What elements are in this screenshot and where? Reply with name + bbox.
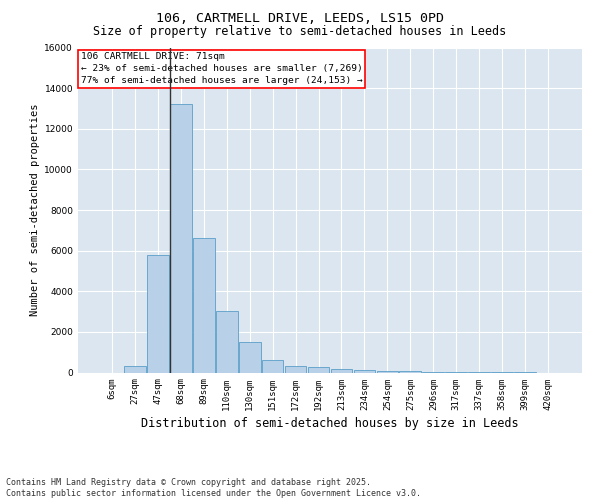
Bar [147, 254, 169, 372]
Bar [239, 342, 260, 372]
Text: Size of property relative to semi-detached houses in Leeds: Size of property relative to semi-detach… [94, 25, 506, 38]
Bar [170, 104, 191, 372]
Bar [124, 366, 146, 372]
Bar [308, 368, 329, 372]
Text: 106 CARTMELL DRIVE: 71sqm
← 23% of semi-detached houses are smaller (7,269)
77% : 106 CARTMELL DRIVE: 71sqm ← 23% of semi-… [80, 52, 362, 85]
Bar [262, 360, 283, 372]
Bar [216, 310, 238, 372]
Bar [193, 238, 215, 372]
X-axis label: Distribution of semi-detached houses by size in Leeds: Distribution of semi-detached houses by … [141, 416, 519, 430]
Bar [353, 370, 376, 372]
Bar [377, 371, 398, 372]
Text: 106, CARTMELL DRIVE, LEEDS, LS15 0PD: 106, CARTMELL DRIVE, LEEDS, LS15 0PD [156, 12, 444, 26]
Bar [331, 370, 352, 372]
Y-axis label: Number of semi-detached properties: Number of semi-detached properties [30, 104, 40, 316]
Text: Contains HM Land Registry data © Crown copyright and database right 2025.
Contai: Contains HM Land Registry data © Crown c… [6, 478, 421, 498]
Bar [284, 366, 307, 372]
